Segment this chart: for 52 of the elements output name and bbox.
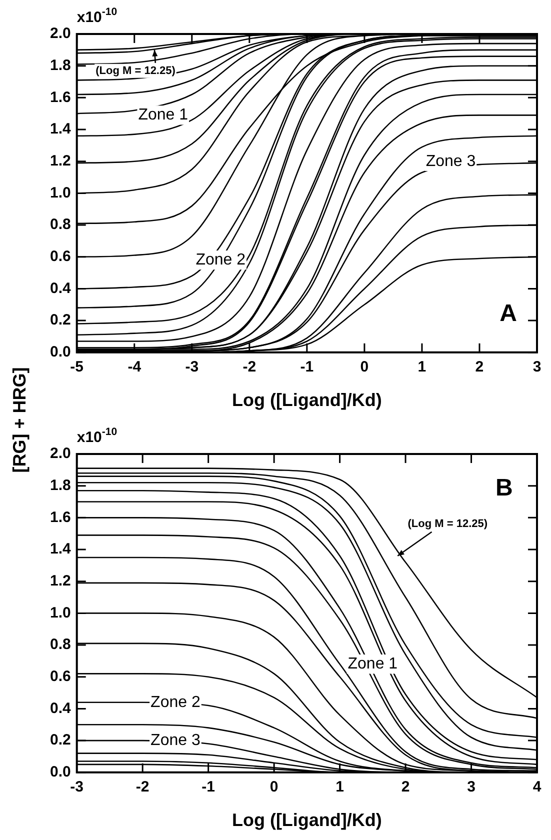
y-tick-label: 1.0 — [50, 604, 71, 622]
x-tick-label: -2 — [136, 778, 150, 796]
x-tick-label: 0 — [270, 778, 278, 796]
annotation: Zone 3 — [150, 732, 200, 749]
annotation: A — [500, 300, 517, 327]
y-tick-label: 0.8 — [50, 216, 71, 234]
x-tick-label: -3 — [70, 778, 84, 796]
annotation: Zone 1 — [348, 656, 398, 673]
x-tick-label: 3 — [532, 358, 542, 376]
y-tick-label: 0.8 — [50, 636, 71, 654]
y-tick-label: 1.4 — [50, 120, 72, 138]
x-tick-label: 1 — [336, 778, 344, 796]
y-tick-label: 2.0 — [50, 445, 71, 462]
y-tick-label: 0.6 — [50, 668, 71, 686]
y-tick-label: 0.0 — [50, 764, 71, 781]
x-tick-label: 3 — [467, 778, 476, 796]
y-tick-label: 1.4 — [50, 540, 72, 558]
x-tick-label: -1 — [300, 358, 314, 376]
x-tick-label: 0 — [360, 358, 369, 376]
y-tick-label: 1.2 — [50, 152, 71, 170]
y-tick-label: 1.6 — [50, 508, 71, 526]
y-tick-label: 1.0 — [50, 184, 71, 202]
y-tick-label: 0.0 — [50, 344, 71, 361]
annotation: B — [495, 474, 513, 502]
x-tick-label: -4 — [128, 358, 142, 376]
y-tick-label: 0.4 — [50, 700, 72, 717]
annotation: (Log M = 12.25) — [408, 518, 488, 530]
x-tick-label: 2 — [401, 778, 410, 796]
y-tick-label: 2.0 — [50, 25, 71, 42]
y-tick-label: 1.8 — [50, 56, 71, 74]
y-tick-label: 0.4 — [50, 280, 72, 297]
x-axis-title: Log ([Ligand]/Kd) — [232, 390, 382, 410]
x-tick-label: -2 — [242, 358, 256, 376]
x-axis-title: Log ([Ligand]/Kd) — [232, 810, 382, 830]
annotation: Zone 2 — [196, 251, 246, 268]
x-tick-label: -1 — [202, 778, 215, 796]
y-tick-label: 1.2 — [50, 572, 71, 590]
x-tick-label: 2 — [475, 358, 484, 376]
annotation: Zone 2 — [150, 694, 200, 711]
y-tick-label: 0.6 — [50, 248, 71, 266]
y-tick-label: 0.2 — [50, 732, 71, 749]
y-axis-title: [RG] + HRG] — [10, 367, 30, 473]
y-tick-label: 0.2 — [50, 312, 71, 329]
x-tick-label: 1 — [418, 358, 426, 376]
x-tick-label: 4 — [532, 778, 542, 796]
annotation: Zone 1 — [138, 106, 188, 124]
x-tick-label: -5 — [70, 358, 84, 376]
y-tick-label: 1.6 — [50, 88, 71, 106]
x-tick-label: -3 — [185, 358, 199, 376]
annotation: Zone 3 — [426, 152, 476, 170]
y-tick-label: 1.8 — [50, 476, 71, 494]
annotation: (Log M = 12.25) — [96, 64, 176, 77]
